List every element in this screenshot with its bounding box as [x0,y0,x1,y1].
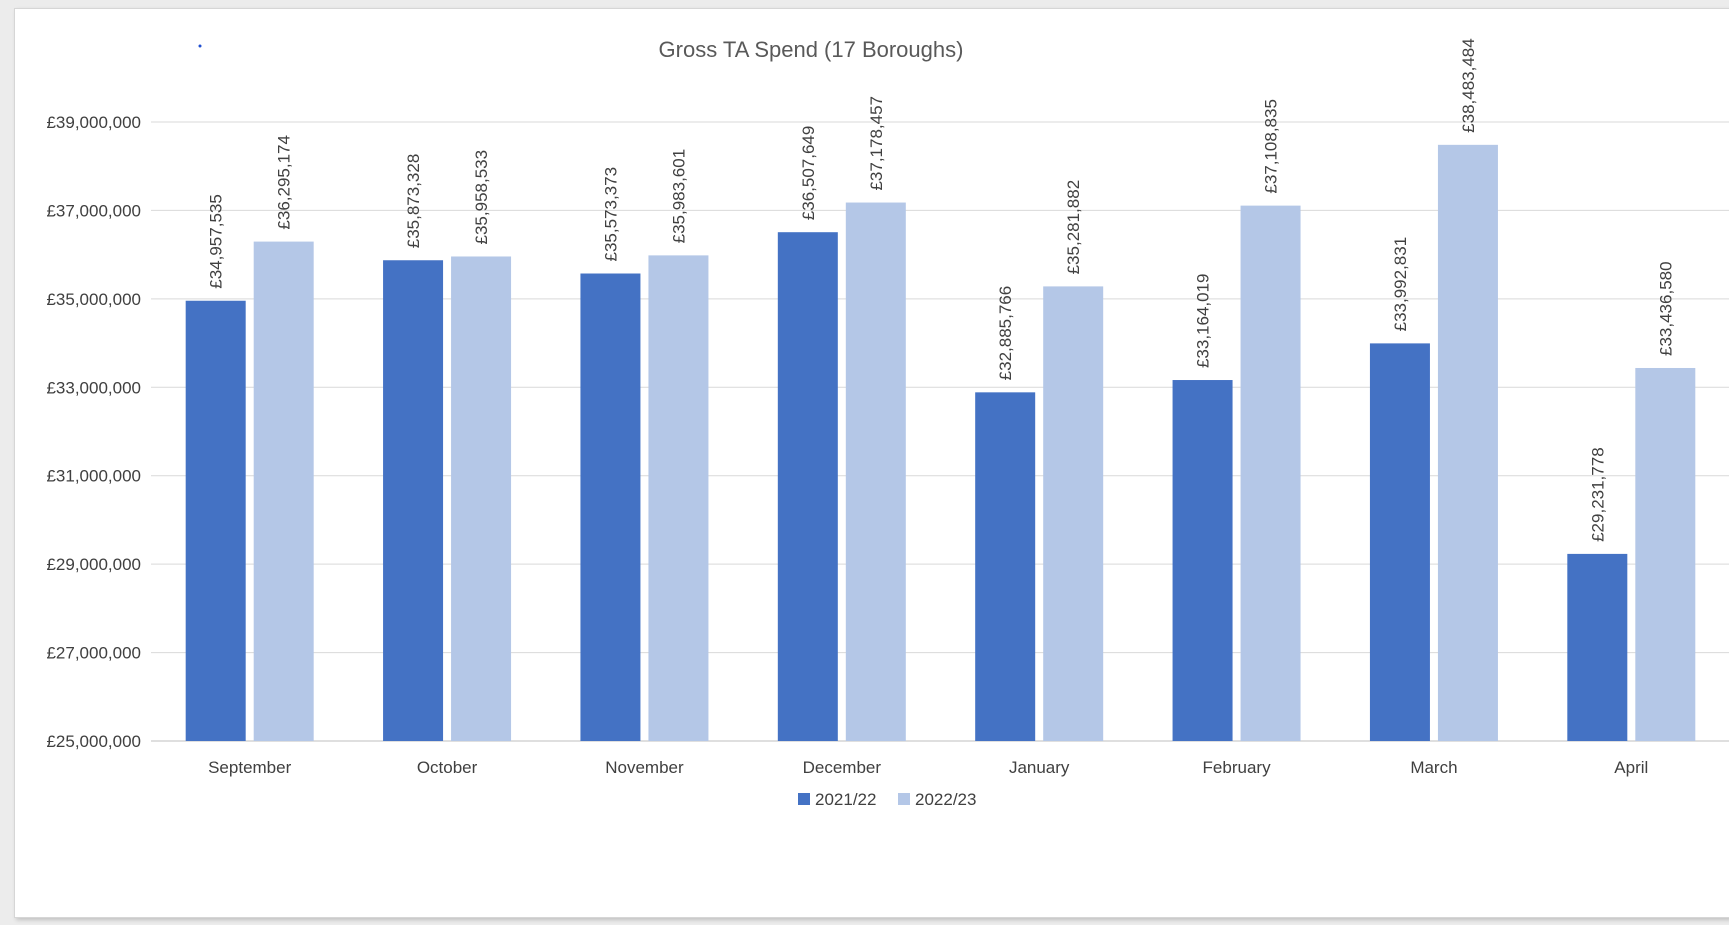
data-label: £37,108,835 [1262,99,1281,194]
bar-chart: Gross TA Spend (17 Boroughs) £25,000,000… [46,37,1729,809]
data-label: £33,436,580 [1656,261,1675,356]
data-label: £37,178,457 [867,96,886,191]
x-tick-label: November [605,758,684,777]
y-axis: £25,000,000 £27,000,000 £29,000,000 £31,000… [46,113,141,751]
bar-series-2021-22 [185,300,246,741]
bar-series-2021-22 [1369,343,1430,741]
chart-title: Gross TA Spend (17 Boroughs) [659,37,964,62]
chart-frame: Gross TA Spend (17 Boroughs) £25,000,000… [14,8,1729,918]
bar-series-2022-23 [1043,286,1104,741]
y-tick-label: £35,000,000 [46,290,141,309]
x-tick-label: February [1203,758,1272,777]
bar-series-2022-23 [845,202,906,742]
bar-series-2022-23 [648,255,709,741]
data-label: £35,873,328 [404,154,423,249]
data-label: £36,295,174 [275,135,294,230]
data-label: £35,983,601 [669,149,688,244]
legend-swatch [898,793,910,805]
bar-series-2021-22 [1567,553,1628,741]
y-tick-label: £27,000,000 [46,644,141,663]
x-tick-label: March [1410,758,1457,777]
bar-series-2021-22 [383,260,444,741]
legend-swatch [798,793,810,805]
data-label: £33,992,831 [1391,237,1410,332]
y-tick-label: £31,000,000 [46,467,141,486]
bar-series-2022-23 [1437,144,1498,741]
x-tick-label: September [208,758,291,777]
data-label: £38,483,484 [1459,38,1478,133]
legend-label: 2021/22 [815,790,876,809]
data-label: £35,958,533 [472,150,491,245]
data-labels: £34,957,535 £36,295,174 £35,873,328 £35,958… [207,38,1676,542]
legend-label: 2022/23 [915,790,976,809]
bar-series-2021-22 [1172,380,1233,741]
bar-series-2022-23 [1240,205,1301,741]
bar-series-2022-23 [253,241,314,741]
data-label: £29,231,778 [1588,447,1607,542]
bar-series-2022-23 [451,256,512,741]
data-label: £32,885,766 [996,286,1015,381]
data-label: £34,957,535 [207,194,226,289]
data-label: £33,164,019 [1194,273,1213,368]
bar-series-2021-22 [777,232,838,742]
stray-dot [198,44,202,48]
x-tick-label: December [803,758,882,777]
bars [185,144,1696,742]
x-axis: September October November December January F… [208,758,1648,777]
y-tick-label: £33,000,000 [46,378,141,397]
bar-series-2021-22 [975,392,1036,741]
data-label: £35,281,882 [1064,180,1083,275]
y-tick-label: £29,000,000 [46,555,141,574]
y-tick-label: £39,000,000 [46,113,141,132]
bar-series-2022-23 [1635,367,1696,741]
data-label: £35,573,373 [601,167,620,262]
x-tick-label: January [1009,758,1070,777]
y-tick-label: £37,000,000 [46,201,141,220]
x-tick-label: October [417,758,478,777]
legend: 2021/22 2022/23 [798,790,976,809]
data-label: £36,507,649 [799,126,818,221]
y-tick-label: £25,000,000 [46,732,141,751]
x-tick-label: April [1614,758,1648,777]
bar-series-2021-22 [580,273,641,741]
